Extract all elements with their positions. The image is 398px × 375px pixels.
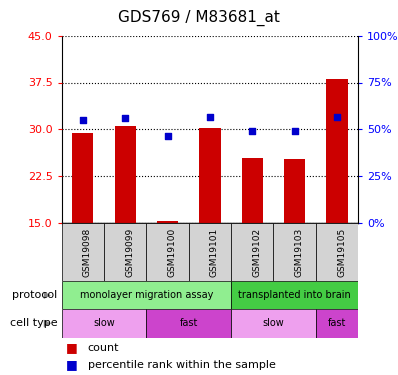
Text: count: count [88, 343, 119, 353]
Bar [316, 223, 358, 281]
Bar [231, 309, 316, 338]
Bar [326, 80, 347, 223]
Polygon shape [44, 320, 51, 327]
Point [207, 114, 213, 120]
Bar [316, 309, 358, 338]
Bar [72, 132, 94, 223]
Bar [199, 128, 220, 223]
Text: ■: ■ [66, 342, 78, 354]
Bar [242, 158, 263, 223]
Bar [62, 223, 104, 281]
Bar [62, 309, 146, 338]
Bar [231, 281, 358, 309]
Bar [273, 223, 316, 281]
Text: transplanted into brain: transplanted into brain [238, 290, 351, 300]
Point [80, 117, 86, 123]
Text: slow: slow [263, 318, 284, 328]
Bar [104, 223, 146, 281]
Polygon shape [44, 292, 51, 299]
Text: cell type: cell type [10, 318, 58, 328]
Bar [284, 159, 305, 223]
Point [291, 128, 298, 134]
Bar [157, 221, 178, 223]
Point [164, 133, 171, 139]
Text: monolayer migration assay: monolayer migration assay [80, 290, 213, 300]
Text: slow: slow [93, 318, 115, 328]
Bar [146, 309, 231, 338]
Text: GSM19101: GSM19101 [210, 228, 219, 277]
Bar [62, 281, 231, 309]
Point [334, 114, 340, 120]
Bar [189, 223, 231, 281]
Text: GSM19105: GSM19105 [337, 228, 346, 277]
Text: percentile rank within the sample: percentile rank within the sample [88, 360, 275, 369]
Text: GSM19100: GSM19100 [168, 228, 177, 277]
Text: GDS769 / M83681_at: GDS769 / M83681_at [118, 9, 280, 26]
Bar [231, 223, 273, 281]
Text: GSM19099: GSM19099 [125, 228, 134, 277]
Text: protocol: protocol [12, 290, 58, 300]
Point [249, 128, 256, 134]
Text: GSM19098: GSM19098 [83, 228, 92, 277]
Text: fast: fast [179, 318, 198, 328]
Bar [115, 126, 136, 223]
Text: fast: fast [328, 318, 346, 328]
Bar [146, 223, 189, 281]
Point [122, 115, 129, 121]
Text: ■: ■ [66, 358, 78, 371]
Text: GSM19102: GSM19102 [252, 228, 261, 277]
Text: GSM19103: GSM19103 [295, 228, 304, 277]
